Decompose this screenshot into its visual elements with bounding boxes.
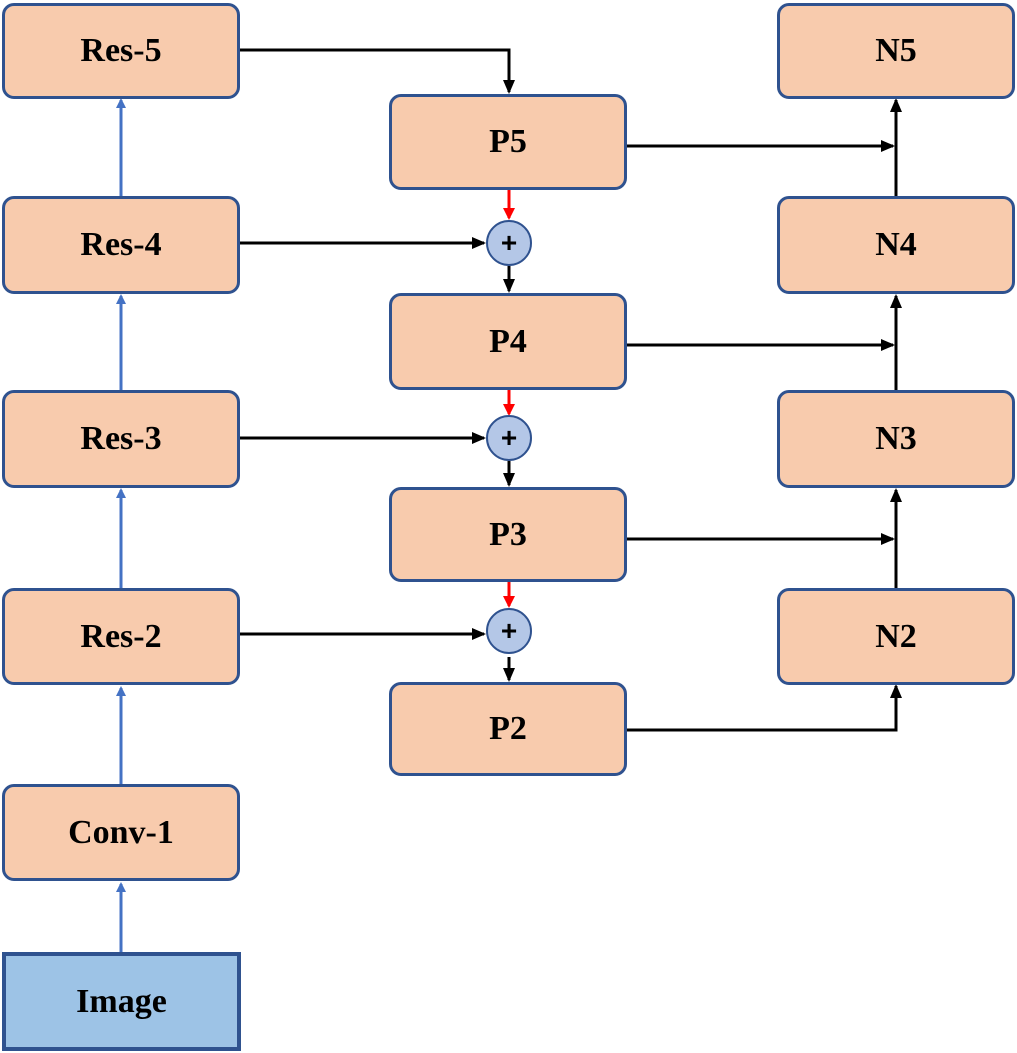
node-n3: N3	[777, 390, 1015, 488]
adder-p2: +	[486, 608, 532, 654]
node-p2: P2	[389, 682, 627, 776]
arrow-p2-to-n2	[627, 684, 902, 732]
node-res2: Res-2	[2, 588, 240, 685]
node-p3: P3	[389, 487, 627, 582]
node-res3: Res-3	[2, 390, 240, 488]
node-n5: N5	[777, 3, 1015, 99]
adder-p3: +	[486, 415, 532, 461]
node-p5: P5	[389, 94, 627, 190]
node-image: Image	[2, 952, 241, 1051]
node-res4: Res-4	[2, 196, 240, 294]
node-n4: N4	[777, 196, 1015, 294]
node-n2: N2	[777, 588, 1015, 685]
node-p4: P4	[389, 293, 627, 390]
node-res5: Res-5	[2, 3, 240, 99]
adder-p4: +	[486, 220, 532, 266]
node-conv1: Conv-1	[2, 784, 240, 881]
arrow-res5-to-p5	[240, 48, 515, 94]
